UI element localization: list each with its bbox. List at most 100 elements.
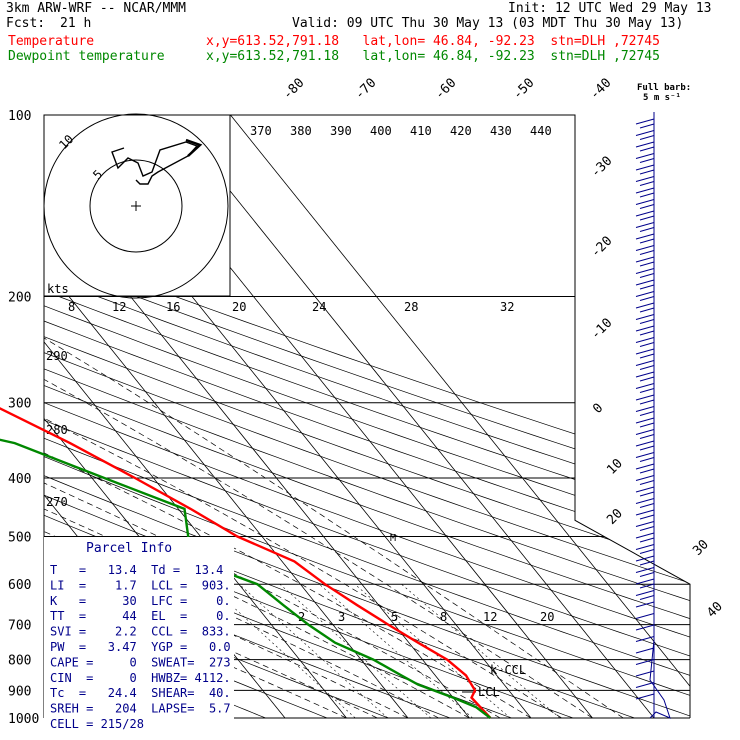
wind-barb (635, 279, 655, 286)
mixing-ratio-label: 5 (391, 610, 398, 624)
wind-barb (639, 158, 655, 163)
dry-adiabat (44, 115, 690, 718)
isotherm-line (168, 115, 655, 718)
wind-barb (639, 284, 655, 290)
dry-adiabat (44, 115, 690, 718)
wind-barb (639, 204, 655, 209)
mixing-ratio-line (319, 583, 473, 718)
dry-adiabat (44, 115, 690, 718)
wind-barb (635, 291, 655, 297)
mixing-ratio-label: 12 (483, 610, 497, 624)
wind-barb (635, 176, 655, 182)
parcel-info-row: T = 13.4 Td = 13.4 (50, 563, 223, 577)
parcel-info-row: LI = 1.7 LCL = 903. (50, 578, 231, 592)
parcel-info-row: CIN = 0 HWBZ= 4112. (50, 671, 231, 685)
wind-barb (639, 319, 655, 324)
wind-barb (639, 250, 655, 255)
pressure-tick-label: 600 (8, 578, 31, 593)
wind-barb (639, 434, 655, 439)
wind-barb (649, 639, 671, 719)
mixing-ratio-line (238, 583, 389, 718)
hodograph-trace-bold (185, 138, 203, 157)
wind-barb (635, 578, 655, 585)
hodograph-speed-label: 28 (404, 300, 418, 314)
wind-barb (635, 682, 655, 688)
wind-barb (639, 526, 655, 531)
wind-barb (635, 624, 655, 631)
wind-barb (635, 371, 655, 378)
pressure-tick-label: 1000 (8, 712, 39, 727)
hodograph-speed-label: 32 (500, 300, 514, 314)
dry-adiabat (44, 115, 690, 718)
temperature-profile (0, 407, 492, 719)
mixing-ratio-label: 2 (298, 610, 305, 624)
wind-barb (639, 146, 655, 152)
parcel-info-row: TT = 44 EL = 0. (50, 609, 231, 623)
dry-adiabat (44, 115, 690, 718)
parcel-info-box: Parcel Info T = 13.4 Td = 13.4LI = 1.7 LC… (44, 537, 234, 731)
wind-barb (639, 342, 655, 347)
wind-barb (635, 130, 655, 136)
isotherm-line (44, 115, 409, 718)
dry-adiabat (44, 115, 690, 718)
marker-label: M (390, 533, 396, 544)
wind-barbs (635, 112, 671, 719)
legend-temperature-label: Temperature (8, 34, 95, 49)
mixing-ratio-label: 20 (540, 610, 554, 624)
wind-barb (635, 210, 655, 217)
theta-label: 380 (290, 124, 312, 138)
wind-barb (635, 567, 655, 573)
wind-barb (635, 647, 655, 654)
wind-barb (635, 532, 655, 539)
wind-barb (639, 537, 655, 543)
wind-barb (639, 572, 655, 577)
wind-barb (639, 457, 655, 462)
pressure-tick-label: 400 (8, 472, 31, 487)
wind-barb (635, 693, 655, 700)
wind-barb (635, 659, 655, 665)
wind-barb (639, 399, 655, 405)
dry-adiabat (44, 115, 690, 718)
parcel-info-background (44, 537, 234, 720)
fcst-label: Fcst: (6, 16, 46, 31)
wind-barb (639, 353, 655, 359)
pressure-tick-label: 500 (8, 530, 31, 545)
moist-adiabat (44, 296, 347, 718)
wind-barb (635, 268, 655, 274)
wind-barb (639, 503, 655, 508)
parcel-info-row: PW = 3.47 YGP = 0.0 (50, 640, 231, 654)
pressure-tick-label: 200 (8, 291, 31, 306)
temperature-tick-label: -60 (432, 76, 459, 103)
dry-adiabat (44, 115, 690, 718)
wind-barb (635, 245, 655, 251)
wind-barb (639, 411, 655, 416)
temperature-tick-label: 30 (690, 537, 712, 559)
theta-label: 420 (450, 124, 472, 138)
wind-barb (635, 417, 655, 424)
legend-temperature-location: x,y=613.52,791.18 lat,lon= 46.84, -92.23… (206, 34, 660, 49)
fcst-value: 21 h (60, 16, 92, 31)
theta-label: 440 (530, 124, 552, 138)
dry-adiabat (44, 115, 690, 718)
wind-barb (639, 445, 655, 451)
wind-barb (635, 348, 655, 355)
wind-barb (635, 636, 655, 642)
theta-left-label: 280 (46, 423, 68, 437)
hodograph-speed-label: 24 (312, 300, 326, 314)
wind-barb (635, 314, 655, 320)
wind-barb (635, 463, 655, 470)
temperature-tick-label: 0 (590, 401, 606, 417)
wind-barb (639, 307, 655, 313)
wind-barb (635, 601, 655, 608)
wind-barb (639, 238, 655, 244)
wind-barb (639, 135, 655, 140)
wind-barb (635, 187, 655, 194)
temperature-tick-label: -30 (588, 154, 615, 181)
wind-barb (639, 388, 655, 393)
parcel-info-row: K = 30 LFC = 0. (50, 594, 231, 608)
barb-legend-line2: 5 m s⁻¹ (643, 93, 681, 103)
wind-barb (635, 325, 655, 332)
dry-adiabat (44, 115, 690, 718)
wind-barb (635, 429, 655, 435)
